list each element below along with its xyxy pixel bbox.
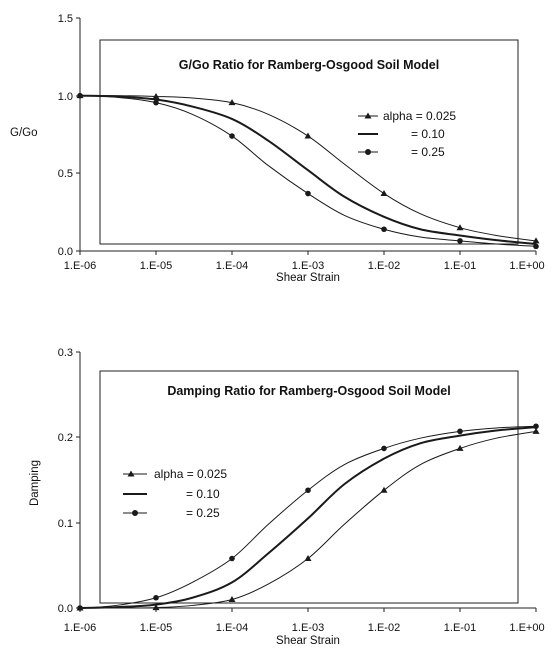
gg0-legend-label-0: alpha = 0.025 [383, 109, 456, 123]
damping-series-layer [76, 423, 540, 611]
gg0-series-0-line [79, 95, 537, 242]
damping-ylabel: Damping [29, 460, 41, 506]
damping-series-2-point-2 [229, 555, 235, 562]
damping-plot-area-frame [99, 370, 519, 604]
gg0-y-ticks: 0.0 0.5 1.0 1.5 [58, 13, 80, 258]
damping-legend-item-1: = 0.10 [123, 487, 220, 501]
gg0-ytick-label-3: 1.5 [58, 13, 73, 25]
gg0-series-2-point-6 [533, 243, 539, 250]
damping-legend-item-2: = 0.25 [123, 506, 220, 520]
gg0-ylabel: G/Go [10, 127, 37, 139]
damping-ytick-label-1: 0.1 [58, 518, 73, 530]
gg0-xtick-label-3: 1.E-03 [292, 260, 324, 272]
damping-legend-item-0: alpha = 0.025 [123, 467, 227, 481]
damping-xtick-label-1: 1.E-05 [140, 622, 172, 634]
damping-xtick-label-3: 1.E-03 [292, 622, 324, 634]
gg0-xtick-label-6: 1.E+00 [509, 260, 544, 272]
damping-xtick-label-6: 1.E+00 [509, 622, 544, 634]
damping-series-2-point-5 [457, 428, 463, 435]
gg0-series-0-point-1 [152, 92, 160, 99]
damping-xtick-label-4: 1.E-02 [368, 622, 400, 634]
gg0-legend-circle-marker [365, 149, 371, 155]
damping-series-0-point-4 [380, 486, 388, 493]
gg0-series-2-point-5 [457, 238, 463, 244]
damping-ytick-label-3: 0.3 [58, 347, 73, 359]
gg0-legend-item-2: = 0.25 [358, 145, 445, 159]
damping-series-2-point-1 [153, 594, 159, 601]
gg0-ytick-label-1: 0.5 [58, 168, 73, 180]
damping-xtick-label-2: 1.E-04 [216, 622, 248, 634]
damping-xtick-label-0: 1.E-06 [64, 622, 96, 634]
damping-series-0-point-2 [228, 595, 236, 602]
gg0-ytick-label-0: 0.0 [58, 246, 73, 258]
gg0-series-0-point-6 [532, 237, 540, 244]
gg0-series-0-point-4 [380, 190, 388, 197]
gg0-series-1-line [79, 94, 537, 246]
damping-xlabel: Shear Strain [276, 635, 340, 647]
damping-series-2-point-0 [77, 605, 83, 611]
gg0-plot-area-frame [99, 39, 519, 245]
damping-series-1-line [79, 426, 537, 609]
damping-ytick-label-0: 0.0 [58, 603, 73, 615]
gg0-xlabel: Shear Strain [276, 272, 340, 284]
gg0-xtick-label-5: 1.E-01 [444, 260, 476, 272]
gg0-legend-item-1: = 0.10 [358, 127, 445, 141]
gg0-series-2-point-2 [229, 133, 235, 139]
gg0-series-layer [76, 92, 540, 250]
damping-legend-label-0: alpha = 0.025 [154, 467, 227, 481]
damping-series-0-point-1 [152, 604, 160, 611]
damping-legend-circle-marker [132, 510, 138, 516]
damping-series-2-point-4 [381, 445, 387, 452]
damping-legend-label-2: = 0.25 [186, 506, 220, 520]
gg0-series-0-point-3 [304, 132, 312, 139]
damping-series-2-point-6 [533, 423, 539, 430]
gg0-xtick-label-1: 1.E-05 [140, 260, 172, 272]
damping-series-0-point-6 [532, 427, 540, 434]
gg0-series-0-point-5 [456, 224, 464, 231]
damping-legend-triangle-marker [127, 470, 135, 477]
gg0-title: G/Go Ratio for Ramberg-Osgood Soil Model [179, 58, 439, 72]
damping-xtick-label-5: 1.E-01 [444, 622, 476, 634]
gg0-legend-triangle-marker [364, 112, 372, 119]
gg0-xtick-label-4: 1.E-02 [368, 260, 400, 272]
gg0-legend-label-2: = 0.25 [411, 145, 445, 159]
damping-chart: Damping Ratio for Ramberg-Osgood Soil Mo… [29, 347, 545, 647]
gg0-xtick-label-2: 1.E-04 [216, 260, 248, 272]
gg0-legend: alpha = 0.025 = 0.10 = 0.25 [358, 109, 456, 159]
gg0-ytick-label-2: 1.0 [58, 91, 73, 103]
damping-series-0-point-5 [456, 444, 464, 451]
damping-title: Damping Ratio for Ramberg-Osgood Soil Mo… [167, 384, 450, 398]
gg0-legend-item-0: alpha = 0.025 [358, 109, 456, 123]
gg0-legend-label-1: = 0.10 [411, 127, 445, 141]
gg0-chart: G/Go Ratio for Ramberg-Osgood Soil Model… [10, 13, 545, 284]
damping-legend: alpha = 0.025 = 0.10 = 0.25 [123, 467, 227, 520]
gg0-series-0-point-2 [228, 99, 236, 106]
damping-series-2-point-3 [305, 487, 311, 494]
gg0-x-ticks: 1.E-06 1.E-05 1.E-04 1.E-03 1.E-02 1.E-0… [64, 251, 545, 272]
damping-legend-label-1: = 0.10 [186, 487, 220, 501]
gg0-series-2-point-1 [153, 99, 159, 106]
damping-y-ticks: 0.0 0.1 0.2 0.3 [58, 347, 80, 615]
gg0-xtick-label-0: 1.E-06 [64, 260, 96, 272]
gg0-series-2-point-0 [77, 92, 83, 99]
damping-series-0-point-3 [304, 555, 312, 562]
gg0-series-2-point-4 [381, 226, 387, 233]
gg0-series-2-point-3 [305, 190, 311, 197]
damping-ytick-label-2: 0.2 [58, 432, 73, 444]
damping-x-ticks: 1.E-06 1.E-05 1.E-04 1.E-03 1.E-02 1.E-0… [64, 608, 545, 634]
